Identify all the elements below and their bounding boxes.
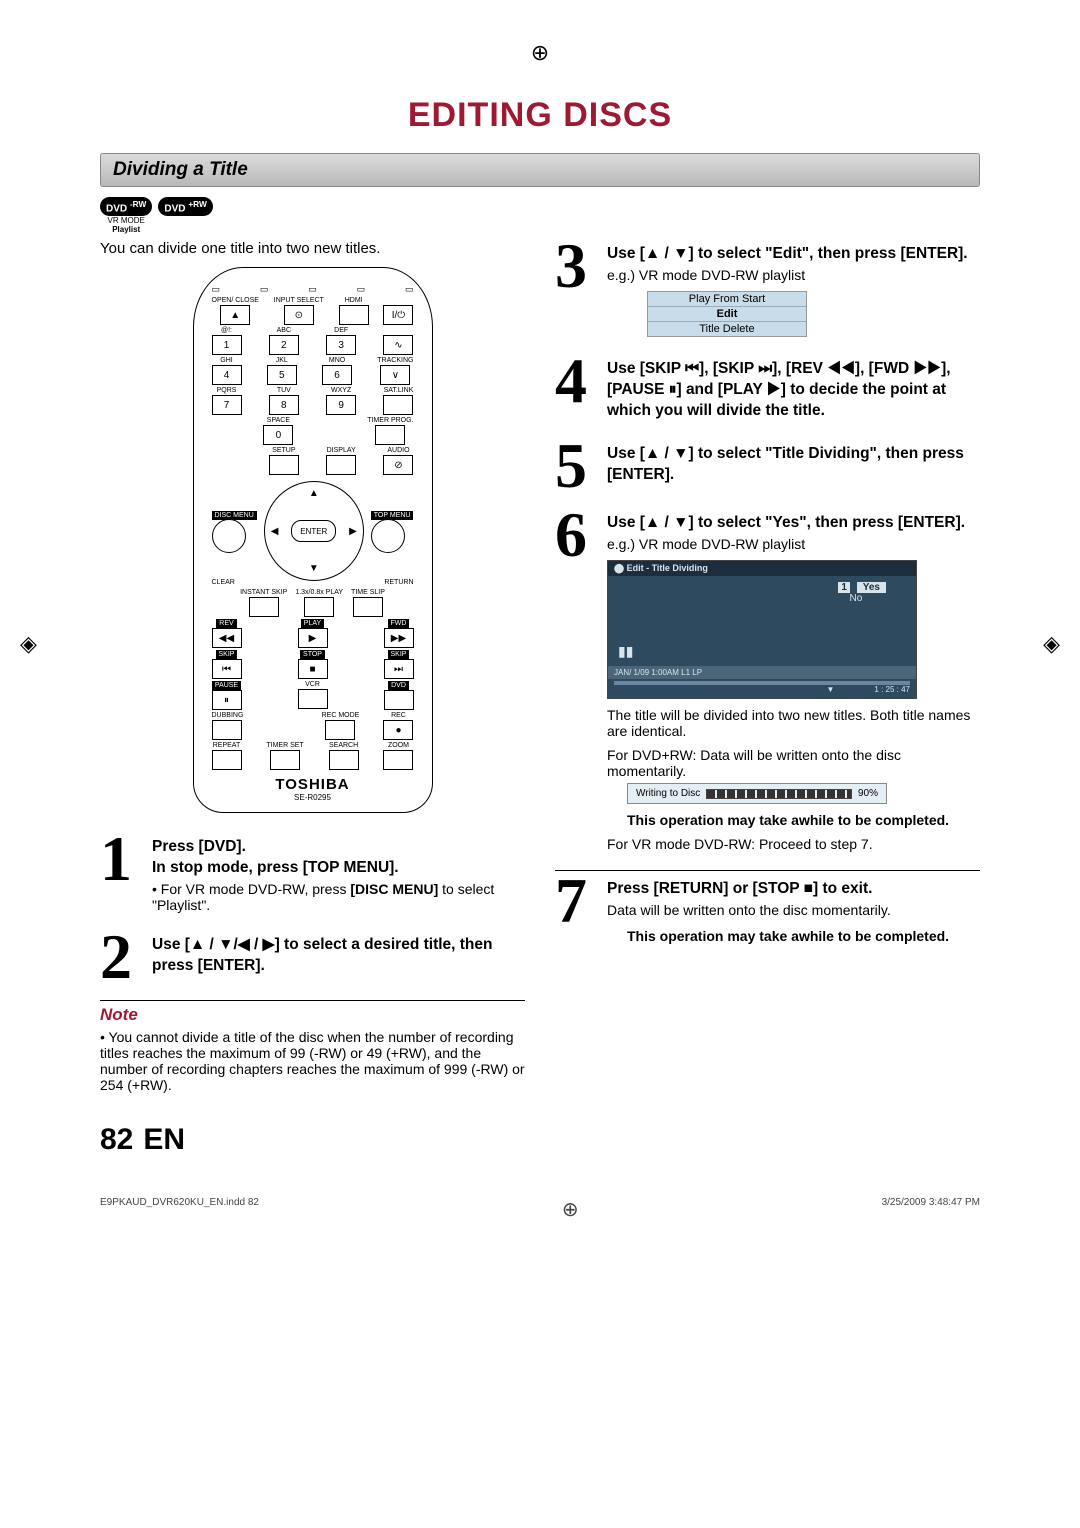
note-title: Note bbox=[100, 1005, 525, 1025]
left-column: You can divide one title into two new ti… bbox=[100, 240, 525, 1093]
step-3: 3 Use [▲ / ▼] to select "Edit", then pre… bbox=[555, 240, 980, 337]
page-title: EDITING DISCS bbox=[100, 96, 980, 135]
print-footer: E9PKAUD_DVR620KU_EN.indd 82 ⊕ 3/25/2009 … bbox=[100, 1197, 980, 1222]
edit-menu: Play From Start Edit Title Delete bbox=[647, 291, 807, 337]
intro-text: You can divide one title into two new ti… bbox=[100, 240, 525, 257]
disc-badge-plusrw: DVD +RW bbox=[158, 197, 213, 234]
note-divider bbox=[100, 1000, 525, 1001]
page-footer: 82 EN bbox=[100, 1123, 980, 1157]
step-2: 2 Use [▲ / ▼/◀ / ▶] to select a desired … bbox=[100, 931, 525, 982]
remote-diagram: ▭▭▭▭▭ OPEN/ CLOSE▲ INPUT SELECT⊙ HDMI I/… bbox=[193, 267, 433, 813]
crop-mark-left: ◈ bbox=[20, 631, 37, 657]
step-4: 4 Use [SKIP ⏮], [SKIP ⏭], [REV ◀◀], [FWD… bbox=[555, 355, 980, 422]
dividing-screen: ⬤ Edit - Title Dividing 1 Yes No ▮▮ JAN/… bbox=[607, 560, 917, 699]
section-header: Dividing a Title bbox=[100, 153, 980, 187]
writing-progress: Writing to Disc 90% bbox=[627, 783, 887, 804]
crop-mark-right: ◈ bbox=[1043, 631, 1060, 657]
disc-badges: DVD -RW VR MODE Playlist DVD +RW bbox=[100, 197, 980, 234]
right-column: 3 Use [▲ / ▼] to select "Edit", then pre… bbox=[555, 240, 980, 1093]
note-body: • You cannot divide a title of the disc … bbox=[100, 1029, 525, 1093]
step-1: 1 Press [DVD]. In stop mode, press [TOP … bbox=[100, 833, 525, 913]
disc-badge-vr: DVD -RW VR MODE Playlist bbox=[100, 197, 152, 234]
step-5: 5 Use [▲ / ▼] to select "Title Dividing"… bbox=[555, 440, 980, 491]
step-6: 6 Use [▲ / ▼] to select "Yes", then pres… bbox=[555, 509, 980, 852]
remote-model: SE-R0295 bbox=[212, 793, 414, 802]
crop-mark-top: ⊕ bbox=[100, 40, 980, 66]
step-7: 7 Press [RETURN] or [STOP ■] to exit. Da… bbox=[555, 875, 980, 952]
remote-brand: TOSHIBA bbox=[212, 776, 414, 793]
